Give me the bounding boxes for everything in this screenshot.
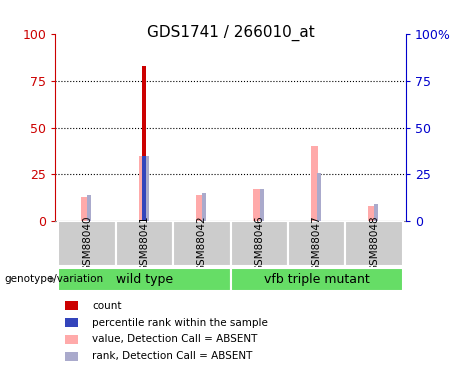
Text: GSM88040: GSM88040 — [82, 216, 92, 272]
Text: GSM88048: GSM88048 — [369, 215, 379, 272]
Text: GSM88042: GSM88042 — [197, 215, 207, 272]
Bar — [58, 268, 230, 291]
Bar — [196, 195, 203, 221]
Bar — [81, 197, 88, 221]
Bar — [317, 172, 321, 221]
Bar — [142, 66, 146, 221]
Bar — [202, 193, 206, 221]
Bar — [288, 221, 345, 266]
Bar — [58, 221, 116, 266]
Bar — [87, 195, 91, 221]
Bar — [254, 189, 260, 221]
Bar — [311, 146, 318, 221]
Text: count: count — [92, 301, 122, 310]
Bar — [230, 268, 403, 291]
Text: vfb triple mutant: vfb triple mutant — [264, 273, 370, 286]
Bar — [368, 206, 375, 221]
Bar — [116, 221, 173, 266]
Text: GDS1741 / 266010_at: GDS1741 / 266010_at — [147, 24, 314, 40]
Text: GSM88041: GSM88041 — [139, 215, 149, 272]
Bar — [142, 156, 146, 221]
Text: GSM88046: GSM88046 — [254, 215, 264, 272]
Text: value, Detection Call = ABSENT: value, Detection Call = ABSENT — [92, 334, 258, 344]
Bar — [374, 204, 378, 221]
Bar — [173, 221, 230, 266]
Bar — [345, 221, 403, 266]
Text: GSM88047: GSM88047 — [312, 215, 322, 272]
Text: genotype/variation: genotype/variation — [5, 274, 104, 284]
Text: percentile rank within the sample: percentile rank within the sample — [92, 318, 268, 327]
Polygon shape — [50, 276, 55, 283]
Bar — [230, 221, 288, 266]
Bar — [260, 189, 264, 221]
Bar — [145, 156, 148, 221]
Text: rank, Detection Call = ABSENT: rank, Detection Call = ABSENT — [92, 351, 253, 361]
Text: wild type: wild type — [116, 273, 173, 286]
Bar — [139, 156, 146, 221]
